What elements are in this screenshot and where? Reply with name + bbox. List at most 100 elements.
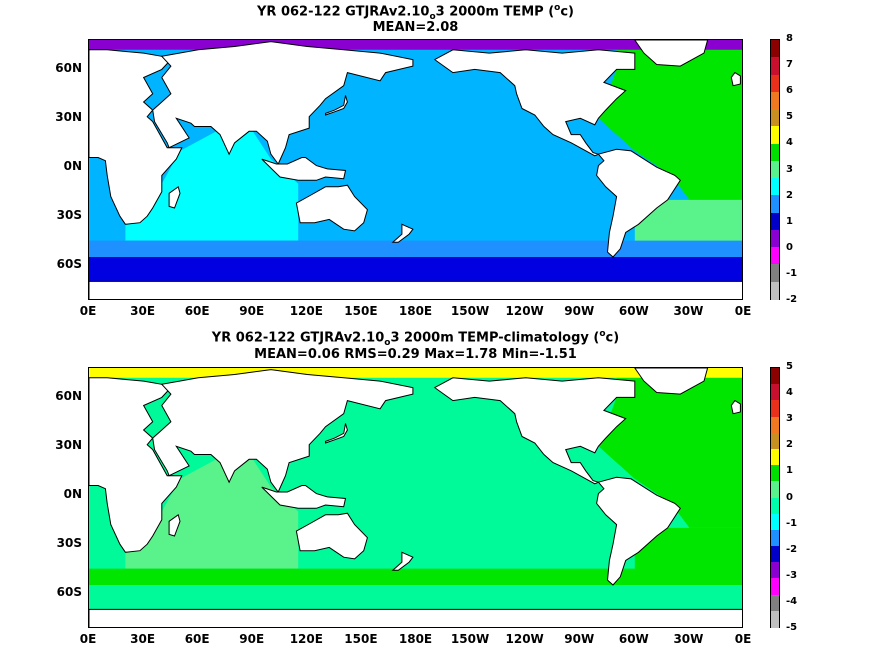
x-tick-label: 180E: [398, 632, 433, 646]
colorbar-segment: [771, 160, 779, 179]
y-tick-label: 60N: [55, 61, 82, 76]
colorbar-label: 8: [786, 33, 793, 44]
x-tick-label: 120W: [505, 632, 544, 646]
colorbar-label: -4: [786, 595, 798, 607]
region-indian: [125, 131, 299, 241]
x-tick-label: 0E: [79, 304, 97, 318]
colorbar-label: 4: [786, 387, 793, 399]
panel2-subtitle: MEAN=0.06 RMS=0.29 Max=1.78 Min=-1.51: [254, 347, 577, 362]
y-tick-label: 60N: [55, 389, 82, 404]
land-greenland: [634, 40, 709, 67]
y-tick-label: 30S: [56, 208, 82, 223]
x-tick-label: 30E: [130, 632, 156, 646]
colorbar-segment: [771, 432, 779, 450]
colorbar-segment: [771, 368, 779, 385]
colorbar-segment: [771, 448, 779, 466]
x-tick-label: 90W: [564, 304, 595, 318]
colorbar-segment: [771, 195, 779, 214]
colorbar-segment: [771, 529, 779, 547]
region-indian: [125, 459, 299, 569]
colorbar-label: 3: [786, 413, 793, 425]
colorbar-segment: [771, 143, 779, 162]
x-tick-label: 30W: [673, 632, 704, 646]
colorbar-label: 3: [786, 163, 793, 175]
colorbar-segment: [771, 91, 779, 110]
colorbar-label: 5: [786, 111, 793, 123]
panel1-subtitle: MEAN=2.08: [372, 20, 459, 35]
colorbar-segment: [771, 562, 779, 580]
colorbar-segment: [771, 229, 779, 248]
x-tick-label: 120E: [289, 304, 323, 318]
land-nz: [391, 223, 414, 243]
colorbar-segment: [771, 610, 779, 628]
y-tick-label: 30N: [55, 110, 82, 125]
colorbar-label: 2: [786, 439, 793, 451]
colorbar-segment: [771, 400, 779, 418]
x-tick-label: 120E: [289, 632, 323, 646]
colorbar-label: 1: [786, 215, 793, 227]
colorbar-label: -2: [786, 294, 798, 305]
x-tick-label: 0E: [734, 632, 752, 646]
region-atlantic: [598, 368, 742, 528]
colorbar-label: 4: [786, 137, 793, 149]
colorbar-segment: [771, 126, 779, 145]
colorbar-label: 6: [786, 85, 793, 97]
colorbar-segment: [771, 281, 779, 300]
map-svg: [89, 368, 742, 627]
colorbar-label: -1: [786, 517, 798, 529]
colorbar-segment: [771, 57, 779, 76]
land-borneo-indo: [261, 157, 347, 181]
colorbar-segment: [771, 481, 779, 499]
x-tick-label: 180E: [398, 304, 433, 318]
colorbar-segment: [771, 40, 779, 58]
x-tick-label: 150W: [450, 304, 490, 318]
region-atlantic: [598, 40, 742, 200]
colorbar: [770, 39, 780, 300]
land-madagascar: [168, 185, 181, 209]
y-tick-label: 60S: [56, 257, 82, 272]
colorbar-segment: [771, 578, 779, 596]
land-antarctica: [89, 280, 742, 299]
land-asia: [152, 369, 414, 493]
map-panel-2: [88, 367, 743, 628]
land-n-america: [433, 49, 636, 157]
x-tick-label: 60W: [618, 304, 649, 318]
x-tick-label: 0E: [734, 304, 752, 318]
region-southern-band: [89, 568, 742, 585]
land-japan: [325, 95, 348, 116]
x-tick-label: 150E: [344, 632, 378, 646]
x-tick-label: 120W: [505, 304, 544, 318]
region-southern-ocean: [89, 585, 742, 613]
land-greenland: [634, 368, 709, 395]
land-europe-africa: [89, 377, 183, 553]
x-tick-label: 30E: [130, 304, 156, 318]
panel2-title: YR 062-122 GTJRAv2.10o3 2000m TEMP-clima…: [211, 329, 620, 348]
colorbar-label: 5: [786, 361, 793, 372]
map-svg: [89, 40, 742, 299]
land-nz: [391, 551, 414, 571]
land-madagascar: [168, 513, 181, 537]
colorbar-label: 0: [786, 491, 793, 503]
y-tick-label: 0N: [63, 159, 82, 174]
y-tick-label: 0N: [63, 487, 82, 502]
land-europe-africa: [89, 49, 183, 225]
colorbar-label: -2: [786, 543, 798, 555]
colorbar-label: -5: [786, 622, 798, 633]
x-tick-label: 90E: [239, 632, 265, 646]
x-tick-label: 0E: [79, 632, 97, 646]
region-south-atlantic: [634, 199, 742, 249]
y-tick-label: 60S: [56, 585, 82, 600]
x-tick-label: 90E: [239, 304, 265, 318]
x-tick-label: 150W: [450, 632, 490, 646]
x-tick-label: 150E: [344, 304, 378, 318]
land-n-america: [433, 377, 636, 485]
x-tick-label: 30W: [673, 304, 704, 318]
region-southern-ocean: [89, 257, 742, 285]
land-japan: [325, 423, 348, 444]
land-s-america: [596, 148, 681, 258]
map-panel-1: [88, 39, 743, 300]
land-australia: [295, 184, 368, 232]
colorbar-segment: [771, 384, 779, 402]
colorbar-segment: [771, 247, 779, 266]
land-asia: [152, 41, 414, 165]
